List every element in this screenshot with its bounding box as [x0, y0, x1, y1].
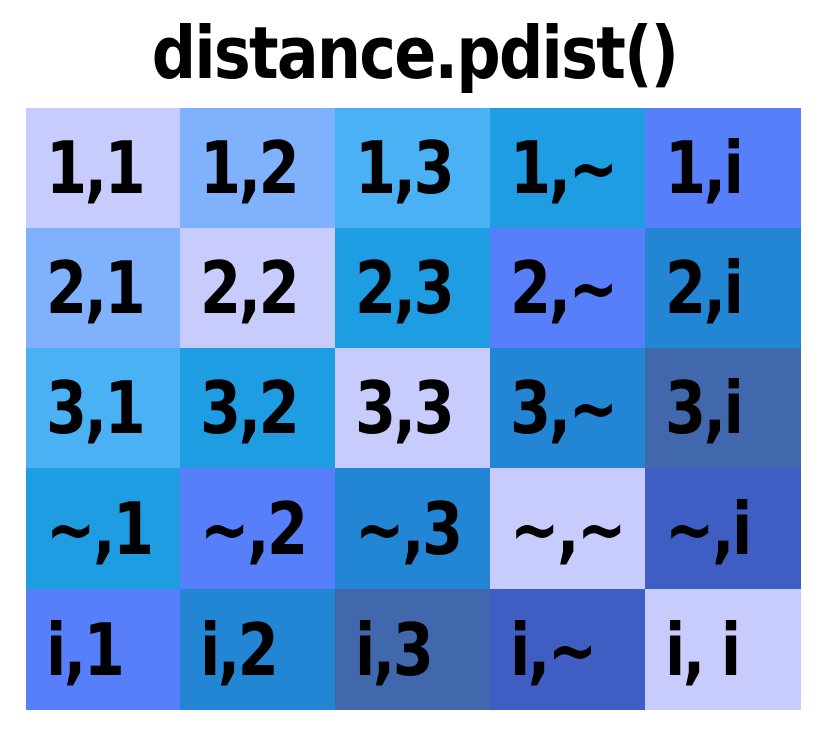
matrix-cell-label: 1,3	[355, 126, 455, 210]
matrix-cell-label: 3,i	[665, 366, 744, 450]
matrix-cell: ~,~	[490, 468, 645, 589]
matrix-cell: 2,1	[26, 228, 180, 348]
matrix-cell: i,~	[490, 589, 645, 710]
matrix-cell-label: ~,i	[665, 486, 752, 571]
matrix-cell: ~,3	[335, 468, 490, 589]
matrix-cell: 2,~	[490, 228, 645, 348]
matrix-cell-label: 1,i	[665, 126, 744, 210]
matrix-cell-label: 3,2	[200, 366, 300, 450]
matrix-cell: i,2	[180, 589, 335, 710]
matrix-cell-label: 3,3	[355, 366, 455, 450]
matrix-cell: 1,2	[180, 108, 335, 228]
matrix-cell-label: 3,1	[46, 366, 146, 450]
matrix-cell: 3,i	[645, 348, 801, 468]
matrix-cell: 3,2	[180, 348, 335, 468]
matrix-cell-label: 2,i	[665, 246, 744, 330]
matrix-cell: 3,1	[26, 348, 180, 468]
matrix-cell: 1,1	[26, 108, 180, 228]
matrix-cell-label: i,1	[46, 607, 125, 692]
matrix-cell: 1,i	[645, 108, 801, 228]
matrix-cell-label: 1,~	[510, 126, 618, 210]
matrix-cell-label: ~,1	[46, 486, 154, 571]
matrix-cell-label: i,3	[355, 607, 434, 692]
matrix-cell: i,1	[26, 589, 180, 710]
matrix-cell-label: 2,2	[200, 246, 300, 330]
matrix-cell-label: 1,1	[46, 126, 146, 210]
matrix-cell-label: 2,1	[46, 246, 146, 330]
matrix-cell: ~,2	[180, 468, 335, 589]
matrix-cell: 3,~	[490, 348, 645, 468]
diagram-title: distance.pdist()	[151, 11, 679, 95]
matrix-cell: i,3	[335, 589, 490, 710]
matrix-cell-label: ~,2	[200, 486, 308, 571]
matrix-cell-label: i,~	[510, 607, 597, 692]
matrix-cell-label: 3,~	[510, 366, 618, 450]
matrix-cell: ~,1	[26, 468, 180, 589]
matrix-cell-label: i, i	[665, 607, 741, 692]
matrix-cell: i, i	[645, 589, 801, 710]
matrix-cell-label: ~,3	[355, 486, 463, 571]
distance-matrix-grid: 1,1 1,2 1,3 1,~ 1,i 2,1 2,2 2,3 2,~ 2,i 3,1 3,2 3,3 3…	[26, 108, 801, 710]
matrix-cell: 1,3	[335, 108, 490, 228]
matrix-cell: ~,i	[645, 468, 801, 589]
matrix-cell-label: ~,~	[510, 486, 626, 571]
matrix-cell-label: 1,2	[200, 126, 300, 210]
matrix-cell-label: 2,~	[510, 246, 618, 330]
matrix-cell: 2,i	[645, 228, 801, 348]
matrix-cell: 2,2	[180, 228, 335, 348]
matrix-cell: 2,3	[335, 228, 490, 348]
matrix-cell: 1,~	[490, 108, 645, 228]
matrix-cell-label: 2,3	[355, 246, 455, 330]
matrix-cell-label: i,2	[200, 607, 279, 692]
matrix-cell: 3,3	[335, 348, 490, 468]
